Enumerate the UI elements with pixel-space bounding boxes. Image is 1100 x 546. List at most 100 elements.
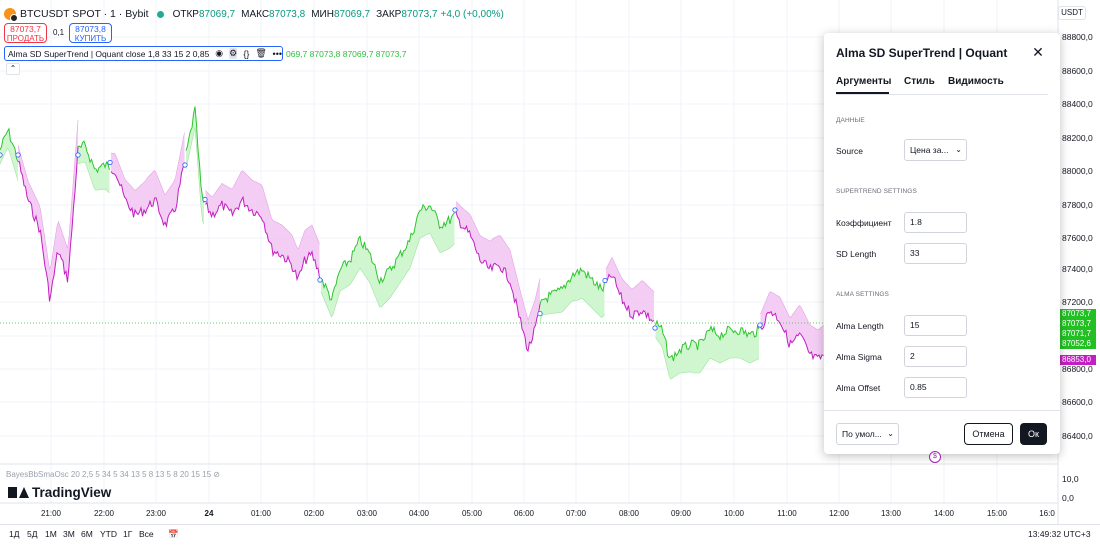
calendar-icon[interactable]: 📅 [168, 529, 179, 539]
range-button[interactable]: 3М [63, 529, 75, 539]
time-axis-label: 02:00 [303, 509, 325, 518]
supertrend-line [185, 127, 205, 224]
time-axis-label: 04:00 [408, 509, 430, 518]
price-badge: 86853,0 [1060, 355, 1096, 365]
defaults-label: По умол... [842, 429, 882, 439]
price-axis-label: 88200,0 [1062, 133, 1093, 143]
cancel-button[interactable]: Отмена [964, 423, 1013, 445]
bitcoin-icon [4, 8, 18, 22]
supertrend-line [17, 119, 79, 270]
range-button[interactable]: YTD [100, 529, 117, 539]
supertrend-line [539, 297, 605, 323]
trend-flip-marker [757, 322, 763, 328]
price-line-down [760, 310, 824, 361]
trend-flip-marker [75, 152, 81, 158]
low-value: 87069,7 [333, 8, 371, 20]
supertrend-line [0, 147, 19, 181]
price-line-up [0, 127, 19, 162]
price-axis-label: 87200,0 [1062, 297, 1093, 307]
alma-length-input[interactable]: 15 [904, 315, 967, 336]
price-axis-label: 88400,0 [1062, 99, 1093, 109]
supertrend-line [205, 170, 320, 250]
range-button[interactable]: Все [139, 529, 154, 539]
supertrend-line [455, 201, 541, 322]
price-line-down [205, 195, 320, 282]
osc-axis-label: 0,0 [1062, 493, 1074, 503]
supertrend-fill [0, 106, 824, 380]
tradingview-logo[interactable]: TradingView [8, 485, 111, 500]
price-badge: 87071,7 [1060, 329, 1096, 339]
trend-flip-marker [107, 159, 113, 166]
range-button[interactable]: 5Д [27, 529, 38, 539]
indicator-legend[interactable]: Alma SD SuperTrend | Oquant close 1,8 33… [4, 46, 283, 61]
source-label: Source [836, 146, 863, 156]
collapse-legend-button[interactable]: ⌃ [6, 63, 20, 75]
alma-sigma-label: Alma Sigma [836, 352, 882, 362]
time-axis-label: 10:00 [723, 509, 745, 518]
time-axis-label: 06:00 [513, 509, 535, 518]
downtrend-band [18, 120, 78, 302]
trend-flip-marker [452, 207, 458, 213]
trash-icon[interactable]: 🗑 [255, 48, 267, 58]
symbol-title[interactable]: BTCUSDT SPOT · 1 · Bybit [20, 8, 149, 20]
time-axis-label: 07:00 [565, 509, 587, 518]
price-axis-label: 88800,0 [1062, 32, 1093, 42]
alma-sigma-input[interactable]: 2 [904, 346, 967, 367]
source-value: Цена за... [910, 145, 949, 155]
range-button[interactable]: 1М [45, 529, 57, 539]
trend-flip-marker [0, 152, 3, 158]
tabs-divider [836, 94, 1048, 95]
oscillator-legend[interactable]: BayesBbSmaOsc 20 2,5 5 34 5 34 13 5 8 13… [6, 470, 220, 479]
price-line-down [110, 162, 185, 228]
coefficient-input[interactable]: 1.8 [904, 212, 967, 233]
time-axis-label: 01:00 [250, 509, 272, 518]
range-button[interactable]: 1Д [9, 529, 20, 539]
source-select[interactable]: Цена за... ⌄ [904, 139, 967, 161]
tab-visibility[interactable]: Видимость [948, 76, 1004, 87]
indicator-settings-dialog: Alma SD SuperTrend | Oquant ✕ Аргументы … [824, 33, 1060, 454]
alma-offset-input[interactable]: 0.85 [904, 377, 967, 398]
eye-hidden-icon[interactable]: ⊘ [213, 470, 220, 479]
supertrend-line [605, 256, 655, 293]
defaults-select[interactable]: По умол... ⌄ [836, 423, 899, 445]
price-axis-label: 87800,0 [1062, 200, 1093, 210]
signal-markers [0, 152, 763, 331]
range-button[interactable]: 6М [81, 529, 93, 539]
ok-button[interactable]: Ок [1020, 423, 1047, 445]
sell-label: ПРОДАТЬ [6, 34, 45, 43]
trend-flip-marker [602, 277, 608, 284]
currency-selector[interactable]: USDT [1058, 6, 1086, 20]
time-axis-label: 12:00 [828, 509, 850, 518]
trend-flip-marker [537, 310, 543, 317]
alert-icon[interactable]: $ [929, 451, 941, 463]
close-icon[interactable]: ✕ [1032, 44, 1044, 60]
tab-style[interactable]: Стиль [904, 76, 935, 87]
range-button[interactable]: 1Г [123, 529, 133, 539]
uptrend-band [655, 320, 759, 380]
tab-arguments[interactable]: Аргументы [836, 76, 892, 87]
oscillator-title[interactable]: BayesBbSmaOsc 20 2,5 5 34 5 34 13 5 8 13… [6, 470, 212, 479]
time-axis-label: 03:00 [356, 509, 378, 518]
buy-button[interactable]: 87073,8 КУПИТЬ [69, 23, 112, 43]
sell-button[interactable]: 87073,7 ПРОДАТЬ [4, 23, 47, 43]
downtrend-band [111, 132, 185, 227]
coefficient-label: Коэффициент [836, 218, 892, 228]
clock[interactable]: 13:49:32 UTC+3 [1028, 529, 1091, 539]
price-axis-label: 88600,0 [1062, 66, 1093, 76]
trend-flip-marker [317, 277, 323, 283]
price-line-down [605, 273, 655, 323]
sd-length-input[interactable]: 33 [904, 243, 967, 264]
price-axis-label: 87600,0 [1062, 233, 1093, 243]
eye-icon[interactable]: ◉ [215, 48, 224, 58]
time-axis-label: 21:00 [40, 509, 62, 518]
brand-text: TradingView [32, 485, 112, 500]
supertrend-line [760, 291, 824, 331]
section-alma: ALMA SETTINGS [836, 291, 889, 298]
more-icon[interactable]: ••• [272, 48, 282, 59]
time-axis-label: 14:00 [933, 509, 955, 518]
settings-icon[interactable]: ⚙ [229, 48, 238, 59]
code-icon[interactable]: {} [243, 48, 250, 59]
indicator-title[interactable]: Alma SD SuperTrend | Oquant close 1,8 33… [8, 48, 210, 59]
buy-price: 87073,8 [75, 24, 106, 34]
